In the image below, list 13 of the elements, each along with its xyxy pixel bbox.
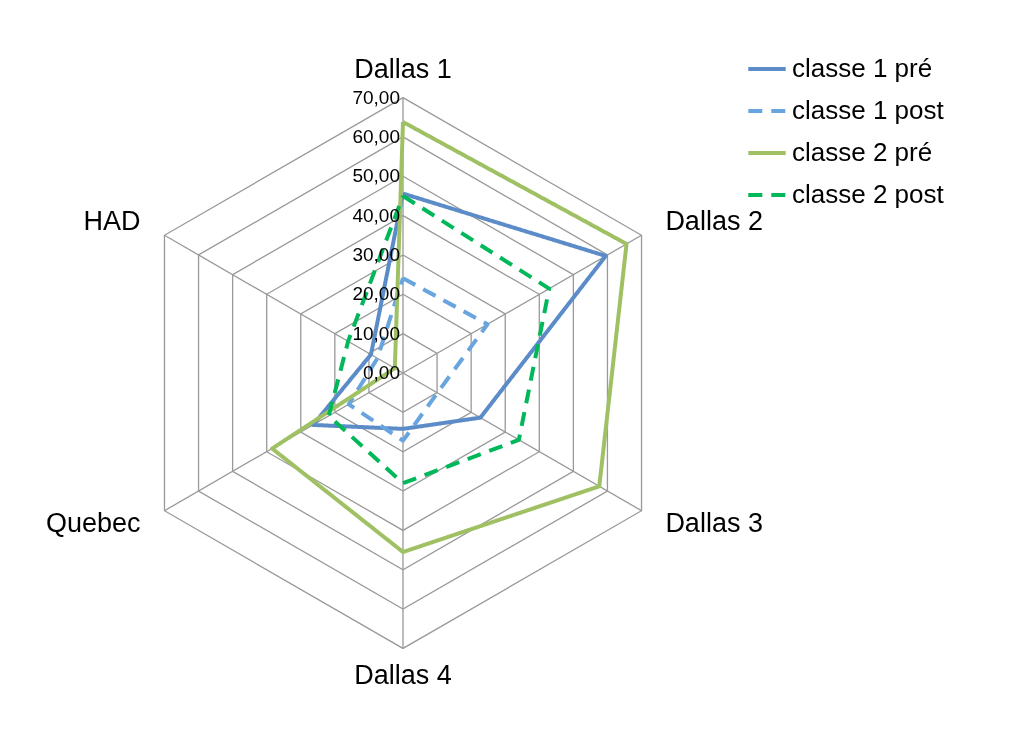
legend-label: classe 1 pré bbox=[792, 53, 933, 83]
spoke-label: Dallas 1 bbox=[354, 54, 452, 85]
legend-label: classe 1 post bbox=[792, 95, 945, 125]
spoke-label: Quebec bbox=[46, 508, 141, 539]
y-tick-label: 70,00 bbox=[352, 86, 400, 108]
y-tick-label: 60,00 bbox=[352, 125, 400, 147]
spoke-label: Dallas 4 bbox=[354, 659, 452, 690]
y-tick-label: 50,00 bbox=[352, 165, 400, 187]
spoke-label: Dallas 2 bbox=[665, 205, 763, 236]
spoke-label: HAD bbox=[83, 205, 141, 236]
legend-label: classe 2 pré bbox=[792, 137, 933, 167]
spoke-label: Dallas 3 bbox=[665, 508, 763, 539]
legend-label: classe 2 post bbox=[792, 179, 945, 209]
